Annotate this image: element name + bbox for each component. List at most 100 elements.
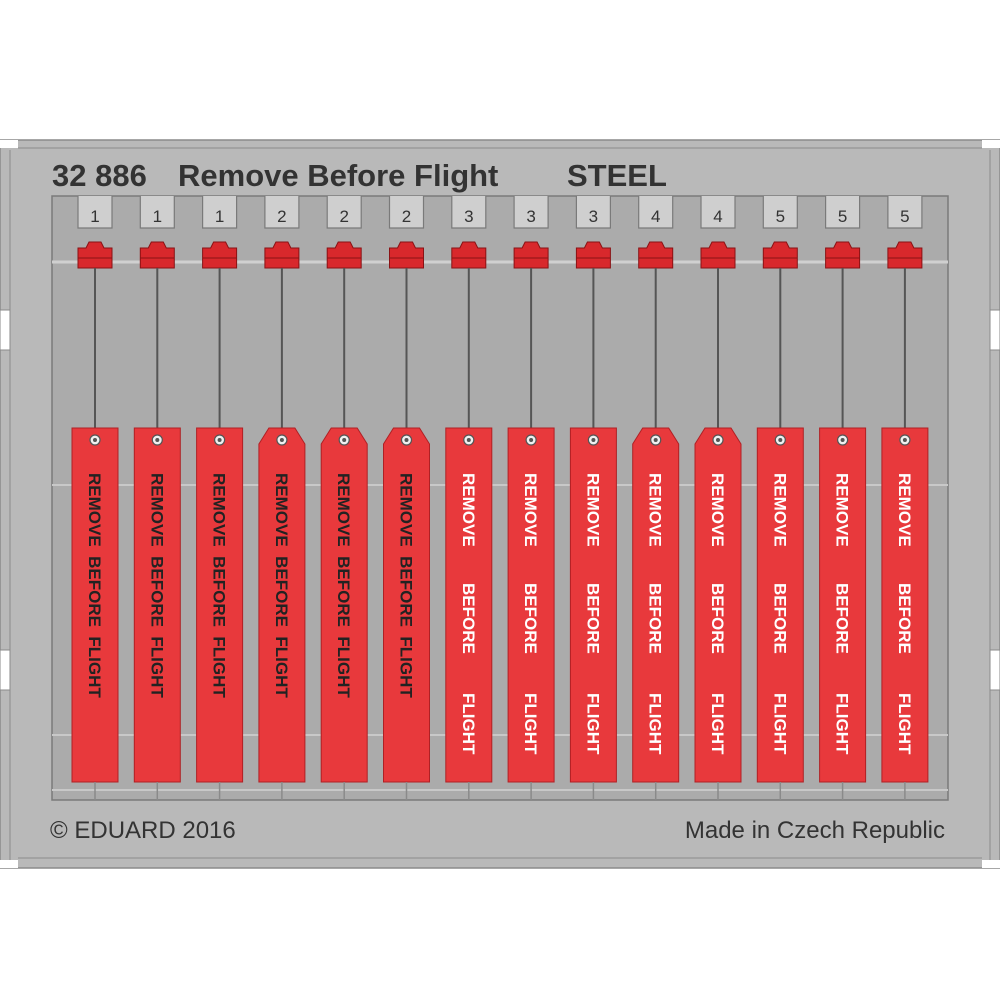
tag-label: REMOVE BEFORE FLIGHT bbox=[770, 473, 789, 755]
part-number: 3 bbox=[526, 207, 535, 226]
tag-body bbox=[507, 427, 555, 783]
red-clip bbox=[887, 241, 923, 269]
tag-item: 2 REMOVE BEFORE FLIGHT bbox=[383, 196, 430, 800]
tag-item: 5 REMOVE BEFORE FLIGHT bbox=[756, 196, 804, 800]
tag-item: 1 REMOVE BEFORE FLIGHT bbox=[196, 196, 244, 800]
grommet-hole bbox=[404, 438, 409, 442]
tag-label-word: BEFORE bbox=[708, 583, 727, 654]
tag-label-word: FLIGHT bbox=[459, 693, 478, 755]
tag-label-word: REMOVE bbox=[708, 473, 727, 547]
number-tab bbox=[326, 196, 362, 229]
part-number: 3 bbox=[589, 207, 598, 226]
origin-label: Made in Czech Republic bbox=[685, 817, 945, 844]
tag-body bbox=[320, 427, 368, 783]
tag-label-word: REMOVE bbox=[833, 473, 852, 547]
red-clip bbox=[575, 241, 611, 269]
tag-row: 1 REMOVE BEFORE FLIGHT 1 REMOVE BEFORE FLIG… bbox=[71, 196, 929, 800]
tag-item: 3 REMOVE BEFORE FLIGHT bbox=[569, 196, 617, 800]
number-tab bbox=[77, 196, 113, 229]
number-tab bbox=[887, 196, 923, 229]
red-clip bbox=[264, 241, 300, 269]
number-tab bbox=[451, 196, 487, 229]
tag-label-word: FLIGHT bbox=[646, 693, 665, 755]
tag-label: REMOVE BEFORE FLIGHT bbox=[833, 473, 852, 755]
red-clip bbox=[762, 241, 798, 269]
tag-label: REMOVE BEFORE FLIGHT bbox=[210, 473, 229, 698]
tag-body bbox=[196, 427, 244, 783]
tag-item: 4 REMOVE BEFORE FLIGHT bbox=[694, 196, 742, 800]
grommet-hole bbox=[529, 438, 534, 442]
tag-label-word: BEFORE bbox=[833, 583, 852, 654]
part-number: 1 bbox=[153, 207, 162, 226]
part-number: 5 bbox=[776, 207, 785, 226]
tag-label-word: BEFORE bbox=[895, 583, 914, 654]
tag-label-word: REMOVE bbox=[459, 473, 478, 547]
red-clip bbox=[513, 241, 549, 269]
tag-label: REMOVE BEFORE FLIGHT bbox=[521, 473, 540, 755]
grommet-hole bbox=[716, 438, 720, 442]
grommet-hole bbox=[591, 438, 596, 442]
grommet-hole bbox=[155, 438, 160, 442]
part-number: 2 bbox=[339, 207, 348, 226]
fret-code: 32 886 bbox=[52, 158, 147, 193]
number-tab bbox=[825, 196, 861, 229]
tag-label-word: REMOVE bbox=[895, 473, 914, 547]
grommet-hole bbox=[342, 438, 347, 442]
red-clip bbox=[202, 241, 238, 269]
red-clip bbox=[451, 241, 487, 269]
tag-label-word: REMOVE bbox=[521, 473, 540, 547]
tag-item: 5 REMOVE BEFORE FLIGHT bbox=[881, 196, 929, 800]
tag-item: 2 REMOVE BEFORE FLIGHT bbox=[258, 196, 306, 800]
tag-body bbox=[881, 427, 929, 783]
number-tab bbox=[638, 196, 674, 229]
tag-label-word: REMOVE bbox=[770, 473, 789, 547]
part-number: 4 bbox=[713, 207, 722, 226]
tag-label-word: REMOVE bbox=[583, 473, 602, 547]
tag-body bbox=[569, 427, 617, 783]
tag-item: 4 REMOVE BEFORE FLIGHT bbox=[632, 196, 680, 800]
fret-title: Remove Before Flight bbox=[178, 158, 498, 193]
tag-label: REMOVE BEFORE FLIGHT bbox=[646, 473, 665, 755]
tag-body bbox=[71, 427, 119, 783]
number-tab bbox=[202, 196, 238, 229]
tag-body bbox=[819, 427, 867, 783]
copyright-label: © EDUARD 2016 bbox=[50, 817, 236, 844]
tag-body bbox=[694, 427, 742, 783]
red-clip bbox=[825, 241, 861, 269]
tag-label-word: BEFORE bbox=[521, 583, 540, 654]
tag-label: REMOVE BEFORE FLIGHT bbox=[85, 473, 104, 698]
tag-label-word: REMOVE bbox=[646, 473, 665, 547]
red-clip bbox=[389, 241, 424, 269]
tag-label-word: FLIGHT bbox=[521, 693, 540, 755]
fret-material: STEEL bbox=[567, 158, 667, 193]
number-tab bbox=[762, 196, 798, 229]
tag-label: REMOVE BEFORE FLIGHT bbox=[272, 473, 291, 698]
part-number: 3 bbox=[464, 207, 473, 226]
grommet-hole bbox=[93, 438, 97, 442]
tag-label: REMOVE BEFORE FLIGHT bbox=[334, 473, 353, 698]
tag-label: REMOVE BEFORE FLIGHT bbox=[895, 473, 914, 755]
red-clip bbox=[77, 241, 113, 269]
tag-item: 1 REMOVE BEFORE FLIGHT bbox=[133, 196, 181, 800]
tag-label: REMOVE BEFORE FLIGHT bbox=[708, 473, 727, 755]
part-number: 5 bbox=[838, 207, 847, 226]
part-number: 4 bbox=[651, 207, 660, 226]
tag-body bbox=[632, 427, 680, 783]
part-number: 2 bbox=[277, 207, 286, 226]
tag-label: REMOVE BEFORE FLIGHT bbox=[147, 473, 166, 698]
tag-item: 3 REMOVE BEFORE FLIGHT bbox=[507, 196, 555, 800]
grommet-hole bbox=[466, 438, 471, 442]
tag-body bbox=[383, 427, 430, 783]
tag-label-word: BEFORE bbox=[646, 583, 665, 654]
number-tab bbox=[575, 196, 611, 229]
red-clip bbox=[326, 241, 362, 269]
grommet-hole bbox=[279, 438, 284, 442]
grommet-hole bbox=[840, 438, 845, 442]
grommet-hole bbox=[217, 438, 222, 442]
part-number: 1 bbox=[90, 207, 99, 226]
number-tab bbox=[700, 196, 736, 229]
tag-label-word: FLIGHT bbox=[895, 693, 914, 755]
tag-label-word: BEFORE bbox=[459, 583, 478, 654]
grommet-hole bbox=[902, 438, 907, 442]
